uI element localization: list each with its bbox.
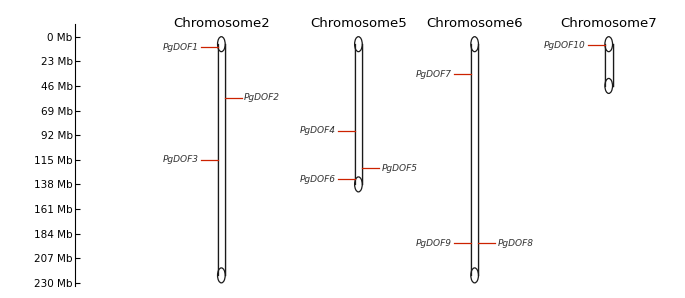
Ellipse shape [218,268,225,283]
Ellipse shape [605,78,612,93]
Text: PgDOF10: PgDOF10 [544,41,586,50]
Ellipse shape [355,177,362,192]
Ellipse shape [218,37,225,52]
Polygon shape [355,44,362,184]
Text: PgDOF1: PgDOF1 [162,43,199,52]
Polygon shape [218,44,225,275]
Text: PgDOF2: PgDOF2 [245,93,280,102]
Text: PgDOF5: PgDOF5 [382,164,417,173]
Text: PgDOF4: PgDOF4 [299,126,336,135]
Polygon shape [471,44,478,275]
Text: PgDOF8: PgDOF8 [497,239,534,248]
Text: Chromosome2: Chromosome2 [173,17,270,30]
Text: Chromosome6: Chromosome6 [426,17,523,30]
Text: PgDOF9: PgDOF9 [416,239,451,248]
Ellipse shape [605,37,612,52]
Ellipse shape [471,268,478,283]
Polygon shape [605,44,612,86]
Ellipse shape [471,37,478,52]
Text: PgDOF3: PgDOF3 [162,155,199,164]
Text: PgDOF6: PgDOF6 [299,175,336,184]
Text: Chromosome7: Chromosome7 [560,17,657,30]
Ellipse shape [355,37,362,52]
Text: Chromosome5: Chromosome5 [310,17,407,30]
Text: PgDOF7: PgDOF7 [416,70,451,79]
